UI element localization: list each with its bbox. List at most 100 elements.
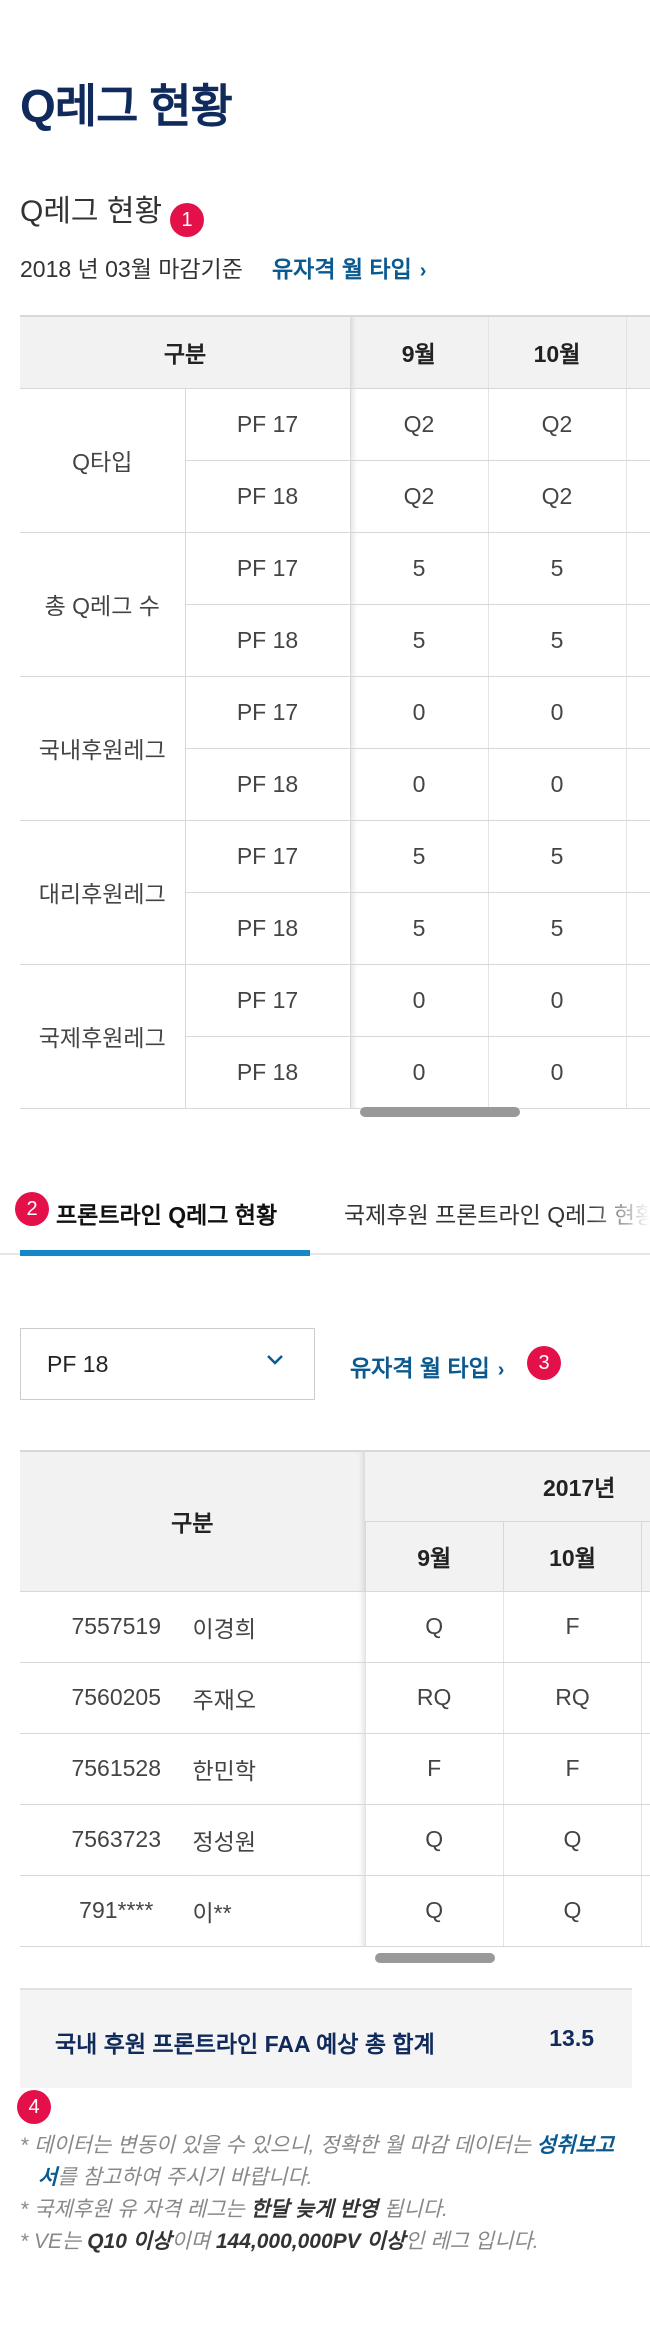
table-cell: 5 xyxy=(488,604,627,677)
table-cell: Q2 xyxy=(488,460,627,533)
note-item: * 데이터는 변동이 있을 수 있으니, 정확한 월 마감 데이터는 성취보고서… xyxy=(20,2134,615,2189)
table-row[interactable]: 7560205주재오RQRQRQ xyxy=(20,1662,650,1734)
table-row: Q타입 PF 17 Q2 Q2 xyxy=(20,388,650,533)
member-id: 7560205 xyxy=(20,1662,193,1734)
chevron-right-icon: › xyxy=(419,260,427,282)
tab-intl-frontline-qleg[interactable]: 국제후원 프론트라인 Q레그 현황 xyxy=(344,1202,650,1228)
qualified-month-type-link[interactable]: 유자격 월 타입 › xyxy=(272,250,426,284)
table-cell: 0 xyxy=(488,964,627,1037)
table-cell: F xyxy=(364,1733,504,1805)
step-badge-1: 1 xyxy=(170,203,204,237)
table-cell: 5 xyxy=(488,820,627,893)
column-header-month: 10월 xyxy=(502,1521,642,1592)
table-cell: RQ xyxy=(502,1662,642,1734)
table-cell xyxy=(626,676,650,749)
total-label: 국내 후원 프론트라인 FAA 예상 총 합계 xyxy=(55,2031,435,2057)
member-name: 이** xyxy=(192,1875,365,1947)
member-name: 주재오 xyxy=(192,1662,365,1734)
table-row[interactable]: 7557519이경희QFF xyxy=(20,1591,650,1663)
table-cell: F xyxy=(641,1591,650,1663)
column-header-month: 10월 xyxy=(488,315,627,389)
table-cell: 0 xyxy=(488,1036,627,1109)
step-badge-2: 2 xyxy=(15,1192,49,1226)
note-item: * VE는 Q10 이상이며 144,000,000PV 이상인 레그 입니다. xyxy=(20,2230,539,2253)
step-badge-4: 4 xyxy=(17,2090,51,2124)
table-cell: 0 xyxy=(350,748,489,821)
table-row: PF 18 0 0 xyxy=(20,1036,650,1109)
table-cell: F xyxy=(502,1591,642,1663)
frontline-table-wrap[interactable]: 구분 2017년 9월 10월 11월 7557519이경희QFF7560205… xyxy=(20,1450,650,1955)
table-cell: Q xyxy=(364,1591,504,1663)
row-pf: PF 18 xyxy=(185,748,351,821)
row-pf: PF 17 xyxy=(185,964,351,1037)
deadline-label: 2018 년 03월 마감기준 xyxy=(20,256,243,282)
step-badge-3: 3 xyxy=(527,1346,561,1380)
member-id: 791**** xyxy=(20,1875,193,1947)
column-header-month: 9월 xyxy=(350,315,489,389)
column-header-month: 11월 xyxy=(641,1521,650,1592)
member-name: 이경희 xyxy=(192,1591,365,1663)
column-header-gubun: 구분 xyxy=(20,1450,365,1592)
table-cell: RQ xyxy=(641,1662,650,1734)
horizontal-scrollbar[interactable] xyxy=(375,1953,495,1963)
table-cell: Q xyxy=(502,1804,642,1876)
member-name: 한민학 xyxy=(192,1733,365,1805)
chevron-right-icon: › xyxy=(497,1359,505,1381)
achievement-report-link[interactable]: 성취보고서 xyxy=(38,2134,615,2189)
table-cell: Q2 xyxy=(488,388,627,461)
table-row[interactable]: 7561528한민학FFF xyxy=(20,1733,650,1805)
table-cell: 5 xyxy=(350,820,489,893)
pf-select[interactable]: PF 18 xyxy=(20,1328,315,1400)
table-cell xyxy=(626,604,650,677)
table-cell xyxy=(626,388,650,461)
tab-frontline-qleg[interactable]: 프론트라인 Q레그 현황 xyxy=(56,1202,278,1228)
total-box: 국내 후원 프론트라인 FAA 예상 총 합계 13.5 xyxy=(20,1988,632,2088)
table-row: PF 18 5 5 xyxy=(20,892,650,965)
row-pf: PF 17 xyxy=(185,388,351,461)
qleg-status-table: 구분 9월 10월 Q타입 PF 17 Q2 Q2 PF 18 Q2 Q2 총 Q레그 수 PF… xyxy=(20,315,650,1109)
table-cell: F xyxy=(502,1733,642,1805)
table-cell xyxy=(626,1036,650,1109)
column-header-month: 9월 xyxy=(364,1521,504,1592)
member-id: 7561528 xyxy=(20,1733,193,1805)
table-cell: 0 xyxy=(488,748,627,821)
chevron-down-icon xyxy=(267,1355,283,1365)
table-cell xyxy=(626,460,650,533)
row-pf: PF 18 xyxy=(185,460,351,533)
table-row: PF 18 Q2 Q2 xyxy=(20,460,650,533)
member-name: 정성원 xyxy=(192,1804,365,1876)
table-cell xyxy=(626,892,650,965)
row-category: 국내후원레그 xyxy=(20,676,186,821)
table-cell: 5 xyxy=(350,892,489,965)
table-cell: 0 xyxy=(350,1036,489,1109)
table-cell: 5 xyxy=(350,604,489,677)
section-title: Q레그 현황 xyxy=(20,195,163,228)
table-row: 국제후원레그 PF 17 0 0 xyxy=(20,964,650,1109)
horizontal-scrollbar[interactable] xyxy=(360,1107,520,1117)
table-row: PF 18 5 5 xyxy=(20,604,650,677)
table-cell: Q xyxy=(364,1804,504,1876)
table-cell: 5 xyxy=(488,892,627,965)
table-row[interactable]: 791****이**QQQ xyxy=(20,1875,650,1947)
member-id: 7563723 xyxy=(20,1804,193,1876)
row-pf: PF 17 xyxy=(185,676,351,749)
member-id: 7557519 xyxy=(20,1591,193,1663)
qualified-month-type-link-2[interactable]: 유자격 월 타입 › xyxy=(350,1349,504,1383)
table-row: 대리후원레그 PF 17 5 5 xyxy=(20,820,650,965)
table-cell: Q xyxy=(364,1875,504,1947)
table-cell: 0 xyxy=(488,676,627,749)
table-cell: Q2 xyxy=(350,460,489,533)
table-cell xyxy=(626,964,650,1037)
table-row[interactable]: 7563723정성원QQQ xyxy=(20,1804,650,1876)
table-cell: Q xyxy=(502,1875,642,1947)
column-header-month xyxy=(626,315,650,389)
frontline-table: 구분 2017년 9월 10월 11월 7557519이경희QFF7560205… xyxy=(20,1450,650,1947)
row-category: 총 Q레그 수 xyxy=(20,532,186,677)
tab-active-indicator xyxy=(20,1250,310,1256)
note-item: * 국제후원 유 자격 레그는 한달 늦게 반영 됩니다. xyxy=(20,2198,448,2221)
table-cell: Q2 xyxy=(350,388,489,461)
qleg-status-table-wrap[interactable]: 구분 9월 10월 Q타입 PF 17 Q2 Q2 PF 18 Q2 Q2 총 Q레그 수 PF… xyxy=(20,315,650,1110)
table-cell: 5 xyxy=(350,532,489,605)
notes: * 데이터는 변동이 있을 수 있으니, 정확한 월 마감 데이터는 성취보고서… xyxy=(20,2130,620,2258)
table-cell xyxy=(626,748,650,821)
